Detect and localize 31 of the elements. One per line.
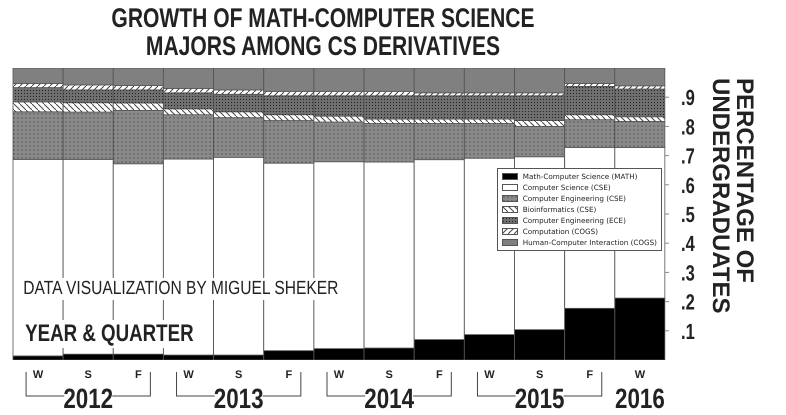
y-tick-label: .4 [681,232,695,257]
text: 2015 [514,384,565,415]
x-tick-label: F [135,369,142,381]
x-tick-label: F [586,369,594,381]
x-tick-label: W [634,369,646,381]
annotation: DATA VISUALIZATION BY MIGUEL SHEKER [20,278,342,300]
x-tick-label: S [385,369,393,381]
y-tick-label: .6 [681,174,695,198]
x-tick-label: F [436,369,443,381]
y-tick-label: .2 [681,290,695,316]
y-tick-label: .7 [681,144,695,170]
text: 2014 [364,384,414,415]
text: 2013 [214,384,264,415]
x-tick-label: S [235,369,242,381]
x-tick-label: S [84,369,92,381]
y-tick-label: .8 [681,115,695,140]
y-tick-label: .5 [681,202,695,228]
x-tick-label: W [484,369,496,381]
y-tick-label: .3 [681,261,695,286]
chart-title: GROWTH OF MATH-COMPUTER SCIENCE MAJORS AMONG CS DERIVATIVES [110,3,536,61]
y-axis-title: PERCENTAGE OF UNDERGRADUATES [707,78,758,316]
x-tick-label: F [285,369,292,381]
y-tick-label: .9 [681,86,695,111]
x-axis-title: YEAR & QUARTER [22,320,197,348]
y-tick-label: .1 [681,320,695,344]
text: 2016 [615,384,665,415]
x-tick-label: S [536,369,544,381]
text: 2012 [63,384,114,415]
x-tick-label: W [183,369,194,381]
x-tick-label: W [334,369,345,381]
x-tick-label: W [32,369,44,381]
